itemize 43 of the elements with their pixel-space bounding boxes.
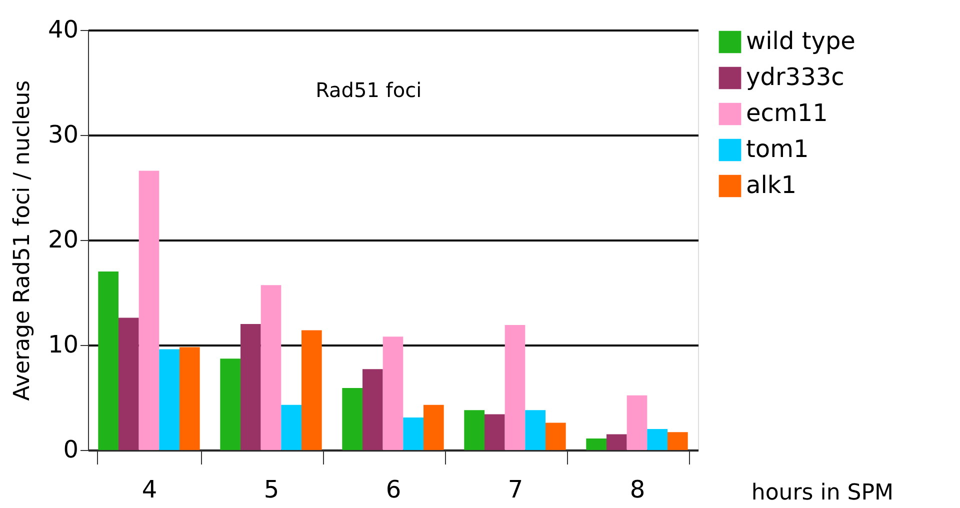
bar xyxy=(138,170,160,450)
bar xyxy=(546,422,566,450)
y-tick-label: 30 xyxy=(48,120,78,148)
y-tick-label: 10 xyxy=(48,330,78,358)
x-tick-label: 4 xyxy=(142,476,158,504)
x-tick-label: 7 xyxy=(508,476,524,504)
x-tick-label: 6 xyxy=(386,476,402,504)
bar xyxy=(626,395,648,450)
annotation: Rad51 foci xyxy=(316,78,422,102)
legend-label: ydr333c xyxy=(746,63,844,91)
bar xyxy=(668,432,688,450)
bar xyxy=(260,285,282,450)
x-tick-label: 8 xyxy=(630,476,646,504)
bar xyxy=(180,347,200,450)
bar xyxy=(159,349,180,450)
legend-label: wild type xyxy=(746,27,856,55)
x-tick-label: 5 xyxy=(264,476,280,504)
bar xyxy=(606,434,627,450)
bar xyxy=(484,414,505,450)
bar xyxy=(525,410,546,450)
bar xyxy=(342,388,362,450)
legend-label: tom1 xyxy=(746,135,809,163)
bar xyxy=(281,404,302,450)
y-tick-label: 40 xyxy=(48,16,78,44)
legend-label: ecm11 xyxy=(746,99,828,127)
bar xyxy=(586,438,606,450)
bar xyxy=(118,318,139,450)
y-axis-title: Average Rad51 foci / nucleus xyxy=(10,80,35,401)
bar xyxy=(424,404,444,450)
bar xyxy=(220,358,240,450)
bar xyxy=(504,325,526,450)
bar xyxy=(240,324,261,450)
bar xyxy=(647,429,668,450)
bar xyxy=(302,330,322,450)
y-tick-label: 20 xyxy=(48,226,78,254)
bar xyxy=(98,272,118,450)
bar xyxy=(403,417,424,450)
bar xyxy=(362,369,383,450)
y-tick-label: 0 xyxy=(63,436,78,464)
bar xyxy=(382,336,404,450)
legend-label: alk1 xyxy=(746,171,797,199)
bar xyxy=(464,410,484,450)
x-axis-title: hours in SPM xyxy=(751,480,894,506)
